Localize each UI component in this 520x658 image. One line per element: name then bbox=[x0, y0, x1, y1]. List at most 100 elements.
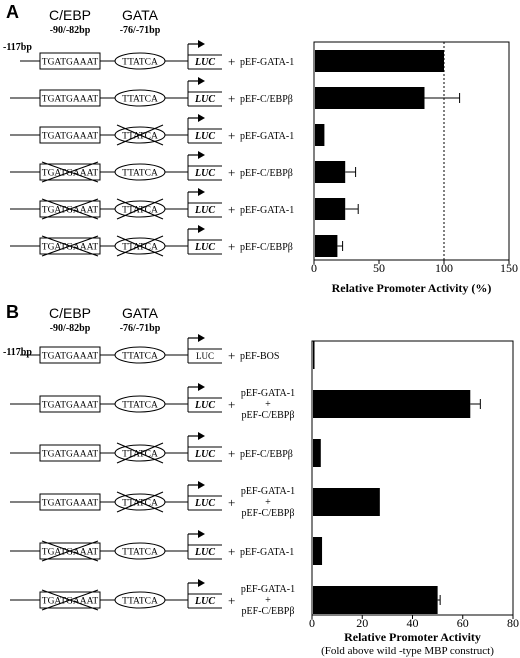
construct-row: TGATGAAAT TTATCA LUC + pEF-GATA-1 bbox=[10, 530, 294, 562]
plus-sign: + bbox=[228, 544, 235, 559]
cebp-site-label: C/EBP bbox=[49, 305, 91, 321]
construct-row: TGATGAAAT TTATCA LUC + pEF-GATA-1 bbox=[20, 40, 294, 70]
construct-row: TGATGAAAT TTATCA LUC + pEF-C/EBPβ bbox=[10, 225, 293, 257]
construct-row: TGATGAAAT TTATCA LUC + pEF-C/EBPβ bbox=[10, 151, 293, 183]
bar bbox=[315, 87, 425, 109]
gata-site-ellipse bbox=[114, 395, 166, 413]
mutation-cross bbox=[41, 235, 99, 257]
gata-site-position: -76/-71bp bbox=[120, 25, 161, 36]
cebp-site-position: -90/-82bp bbox=[50, 323, 91, 334]
cebp-site-position: -90/-82bp bbox=[50, 25, 91, 36]
gata-site-sequence: TTATCA bbox=[122, 352, 158, 362]
transcription-arrow-head bbox=[198, 579, 205, 587]
gata-site-position: -76/-71bp bbox=[120, 323, 161, 334]
cebp-site-sequence: TGATGAAAT bbox=[42, 401, 99, 411]
luc-reporter-label: LUC bbox=[194, 400, 215, 411]
luc-reporter-label: LUC bbox=[194, 498, 215, 509]
plasmid-plus: + bbox=[265, 399, 271, 410]
construct-row: TGATGAAAT TTATCA LUC + pEF-C/EBPβ bbox=[10, 432, 293, 464]
plus-sign: + bbox=[228, 91, 235, 106]
cotransfected-plasmid: pEF-BOS bbox=[240, 351, 279, 362]
cotransfected-plasmid: pEF-GATA-1 bbox=[240, 57, 294, 68]
cebp-site-box bbox=[39, 444, 101, 462]
cebp-site-sequence: TGATGAAAT bbox=[42, 95, 99, 105]
gata-site-label: GATA bbox=[122, 7, 159, 23]
construct-row: TGATGAAAT TTATCA LUC +pEF-GATA-1+pEF-C/EBPβ bbox=[10, 383, 295, 421]
cebp-site-box bbox=[39, 346, 101, 364]
x-tick-label: 100 bbox=[435, 261, 453, 275]
luc-reporter-label: LUC bbox=[194, 547, 215, 558]
gata-site-label: GATA bbox=[122, 305, 159, 321]
bar bbox=[315, 50, 444, 72]
cebp-site-box bbox=[39, 395, 101, 413]
plasmid-plus: + bbox=[265, 595, 271, 606]
gata-site-sequence: TTATCA bbox=[122, 401, 158, 411]
bar bbox=[313, 537, 323, 565]
gata-site-sequence: TTATCA bbox=[122, 243, 158, 253]
bar bbox=[315, 198, 346, 220]
gata-site-sequence: TTATCA bbox=[122, 499, 158, 509]
cebp-site-box bbox=[39, 52, 101, 70]
cotransfected-plasmid: pEF-GATA-1 bbox=[240, 131, 294, 142]
cotransfected-plasmid: pEF-C/EBPβ bbox=[240, 94, 293, 105]
cotransfected-plasmid: pEF-GATA-1 bbox=[240, 205, 294, 216]
construct-row: TGATGAAAT TTATCA LUC + pEF-C/EBPβ bbox=[10, 77, 293, 107]
cotransfected-plasmid: pEF-C/EBPβ bbox=[240, 449, 293, 460]
cotransfected-plasmid: pEF-C/EBPβ bbox=[240, 168, 293, 179]
cebp-site-sequence: TGATGAAAT bbox=[42, 352, 99, 362]
bar-chart: 0 50 100 150 Relative Promoter Activity (%) bbox=[311, 41, 518, 295]
luc-reporter-label: LUC bbox=[194, 94, 215, 105]
mutation-cross bbox=[116, 442, 164, 464]
panel-letter: A bbox=[6, 2, 19, 22]
cebp-site-sequence: TGATGAAAT bbox=[42, 169, 99, 179]
gata-site-sequence: TTATCA bbox=[122, 548, 158, 558]
gata-site-sequence: TTATCA bbox=[122, 450, 158, 460]
gata-site-sequence: TTATCA bbox=[122, 169, 158, 179]
x-axis-title: Relative Promoter Activity (%) bbox=[332, 281, 492, 295]
gata-site-sequence: TTATCA bbox=[122, 132, 158, 142]
plus-sign: + bbox=[228, 495, 235, 510]
construct-row: TGATGAAAT TTATCA LUC + pEF-GATA-1 bbox=[10, 188, 294, 220]
gata-site-sequence: TTATCA bbox=[122, 597, 158, 607]
construct-row: TGATGAAAT TTATCA LUC + pEF-BOS bbox=[20, 334, 279, 364]
cebp-site-sequence: TGATGAAAT bbox=[42, 206, 99, 216]
transcription-arrow-head bbox=[198, 225, 205, 233]
plus-sign: + bbox=[228, 397, 235, 412]
cotransfected-plasmid: pEF-C/EBPβ bbox=[242, 410, 295, 421]
luc-reporter-label: LUC bbox=[194, 242, 215, 253]
bar bbox=[313, 488, 380, 516]
x-tick-label: 150 bbox=[500, 261, 518, 275]
chart-frame bbox=[313, 41, 510, 261]
x-axis-subtitle: (Fold above wild -type MBP construct) bbox=[321, 645, 494, 657]
transcription-arrow-head bbox=[198, 77, 205, 85]
cotransfected-plasmid: pEF-GATA-1 bbox=[241, 584, 295, 595]
luc-reporter-label: LUC bbox=[194, 168, 215, 179]
transcription-arrow-head bbox=[198, 40, 205, 48]
plus-sign: + bbox=[228, 54, 235, 69]
luc-reporter-label: LUC bbox=[194, 596, 215, 607]
x-tick-label: 80 bbox=[507, 616, 519, 630]
plus-sign: + bbox=[228, 165, 235, 180]
promoter-start-position: -117bp bbox=[3, 42, 32, 53]
bar bbox=[315, 124, 325, 146]
cotransfected-plasmid: pEF-GATA-1 bbox=[241, 388, 295, 399]
plus-sign: + bbox=[228, 202, 235, 217]
plus-sign: + bbox=[228, 593, 235, 608]
mutation-cross bbox=[41, 540, 99, 562]
construct-row: TGATGAAAT TTATCA LUC +pEF-GATA-1+pEF-C/EBPβ bbox=[10, 481, 295, 519]
gata-site-sequence: TTATCA bbox=[122, 206, 158, 216]
cebp-site-label: C/EBP bbox=[49, 7, 91, 23]
cebp-site-box bbox=[39, 126, 101, 144]
x-tick-label: 0 bbox=[309, 616, 315, 630]
construct-row: TGATGAAAT TTATCA LUC + pEF-GATA-1 bbox=[10, 114, 294, 146]
promoter-start-position: -117bp bbox=[3, 347, 32, 358]
gata-site-sequence: TTATCA bbox=[122, 95, 158, 105]
cebp-site-sequence: TGATGAAAT bbox=[42, 132, 99, 142]
luc-reporter-label: LUC bbox=[194, 449, 215, 460]
mutation-cross bbox=[116, 124, 164, 146]
luc-reporter-label: LUC bbox=[194, 205, 215, 216]
cebp-site-sequence: TGATGAAAT bbox=[42, 58, 99, 68]
cebp-site-sequence: TGATGAAAT bbox=[42, 597, 99, 607]
